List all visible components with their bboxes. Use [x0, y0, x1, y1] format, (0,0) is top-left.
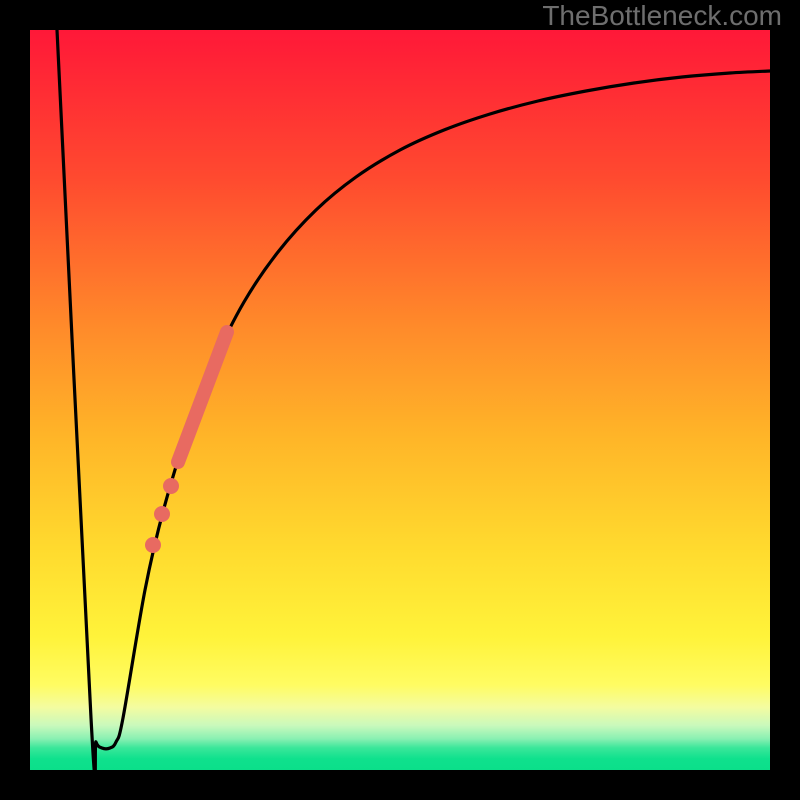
- chart-frame: TheBottleneck.com: [0, 0, 800, 800]
- border-bar: [0, 770, 800, 800]
- watermark-text: TheBottleneck.com: [542, 0, 782, 32]
- border-bar: [770, 0, 800, 800]
- border-bar: [0, 0, 30, 800]
- chart-border: [0, 0, 800, 800]
